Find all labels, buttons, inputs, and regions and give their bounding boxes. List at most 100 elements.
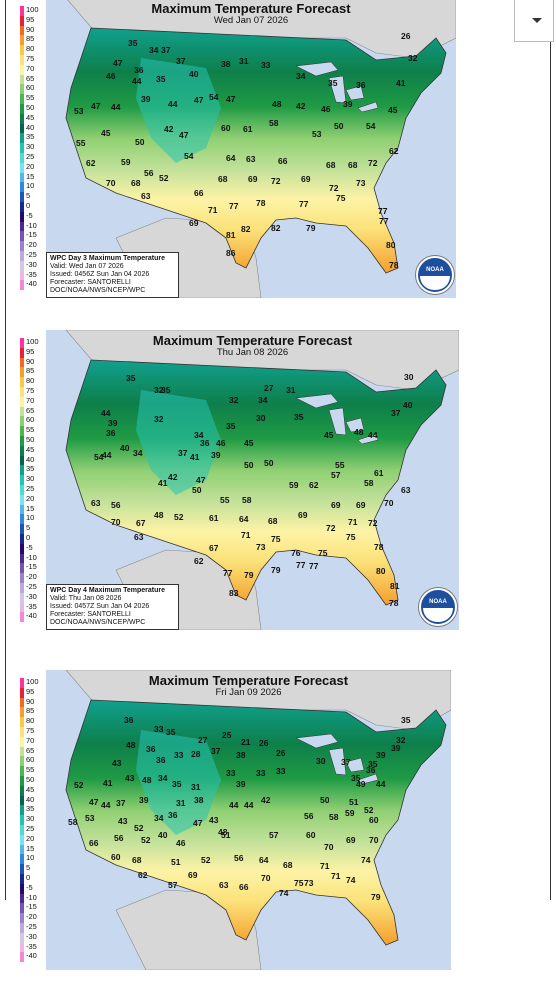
caret-down-icon xyxy=(532,18,542,23)
temperature-value: 78 xyxy=(256,198,266,208)
legend-swatch xyxy=(20,834,24,845)
legend-entry: -25 xyxy=(18,250,52,261)
legend-swatch xyxy=(20,756,24,767)
temperature-value: 39 xyxy=(141,94,151,104)
temperature-value: 52 xyxy=(364,805,374,815)
legend-swatch xyxy=(20,563,24,574)
legend-label: -35 xyxy=(26,941,37,951)
menu-dropdown[interactable] xyxy=(514,0,554,42)
temperature-value: 75 xyxy=(346,532,356,542)
temperature-value: 73 xyxy=(304,878,314,888)
temperature-value: 48 xyxy=(142,775,152,785)
temperature-value: 43 xyxy=(209,815,219,825)
temperature-value: 81 xyxy=(226,230,236,240)
temperature-value: 47 xyxy=(113,58,123,68)
legend-entry: 65 xyxy=(18,74,52,85)
legend-entry: 85 xyxy=(18,366,52,378)
temperature-value: 40 xyxy=(120,443,130,453)
legend-entry: 95 xyxy=(18,14,52,26)
temperature-value: 70 xyxy=(369,835,379,845)
legend-entry: 5 xyxy=(18,191,52,202)
legend-swatch xyxy=(20,805,24,816)
legend-label: 30 xyxy=(26,474,35,484)
legend-label: 50 xyxy=(26,102,35,112)
forecast-panel: 100 95 90 85 80 75 70 65 60 55 50 45 40 35 30 25 20 15 10 5… xyxy=(8,330,463,650)
legend-label: -20 xyxy=(26,240,37,250)
legend-entry: 95 xyxy=(18,687,52,698)
temperature-value: 35 xyxy=(172,779,182,789)
legend-swatch xyxy=(20,514,24,525)
temperature-value: 30 xyxy=(316,756,326,766)
temperature-value: 63 xyxy=(246,154,256,164)
temperature-value: 50 xyxy=(192,485,202,495)
legend-label: -40 xyxy=(26,279,37,289)
legend-swatch xyxy=(20,465,24,476)
legend-label: 0 xyxy=(26,872,31,882)
legend-entry: 75 xyxy=(18,386,52,397)
temperature-value: 36 xyxy=(124,715,134,725)
legend-entry: 55 xyxy=(18,765,52,776)
legend-swatch xyxy=(20,602,24,613)
temperature-value: 62 xyxy=(309,480,319,490)
temperature-value: 63 xyxy=(219,880,229,890)
legend-label: 90 xyxy=(26,696,35,706)
legend-swatch xyxy=(20,854,24,865)
temperature-value: 43 xyxy=(118,816,128,826)
temperature-value: 34 xyxy=(194,430,204,440)
legend-entry: -10 xyxy=(18,221,52,232)
legend-entry: -40 xyxy=(18,279,52,291)
temperature-value: 46 xyxy=(216,438,226,448)
legend-label: 95 xyxy=(26,14,35,24)
legend-swatch xyxy=(20,221,24,232)
temperature-value: 35 xyxy=(226,421,236,431)
legend-swatch xyxy=(20,864,24,874)
temperature-value: 46 xyxy=(176,838,186,848)
legend-label: 85 xyxy=(26,366,35,376)
temperature-value: 44 xyxy=(102,450,112,460)
temperature-value: 82 xyxy=(271,223,281,233)
temperature-value: 70 xyxy=(111,517,121,527)
temperature-value: 35 xyxy=(401,715,411,725)
temperature-value: 34 xyxy=(158,773,168,783)
legend-label: 50 xyxy=(26,434,35,444)
legend-swatch xyxy=(20,883,24,894)
temperature-value: 33 xyxy=(226,768,236,778)
legend-label: 95 xyxy=(26,346,35,356)
legend-label: 55 xyxy=(26,765,35,775)
temperature-value: 67 xyxy=(136,518,146,528)
temperature-value: 57 xyxy=(269,830,279,840)
temperature-value: 62 xyxy=(86,158,96,168)
legend-swatch xyxy=(20,231,24,242)
temperature-value: 48 xyxy=(126,740,136,750)
legend-entry: 75 xyxy=(18,726,52,737)
temperature-value: 30 xyxy=(404,372,414,382)
legend-label: 50 xyxy=(26,774,35,784)
temperature-value: 36 xyxy=(366,765,376,775)
legend-label: 20 xyxy=(26,493,35,503)
legend-entry: 5 xyxy=(18,863,52,874)
temperature-value: 35 xyxy=(328,78,338,88)
temperature-value: 33 xyxy=(154,724,164,734)
legend-entry: 40 xyxy=(18,455,52,466)
temperature-value: 63 xyxy=(141,191,151,201)
temperature-value: 56 xyxy=(111,500,121,510)
legend-entry: 70 xyxy=(18,736,52,747)
temperature-value: 35 xyxy=(294,412,304,422)
temperature-value: 40 xyxy=(403,400,413,410)
temperature-value: 72 xyxy=(368,518,378,528)
temperature-value: 46 xyxy=(106,71,116,81)
temperature-value: 59 xyxy=(121,157,131,167)
legend-swatch xyxy=(20,54,24,65)
legend-entry: 15 xyxy=(18,172,52,183)
legend-swatch xyxy=(20,543,24,554)
mountain-cool-region xyxy=(136,730,221,835)
legend-swatch xyxy=(20,182,24,193)
temperature-value: 73 xyxy=(256,542,266,552)
legend-entry: 45 xyxy=(18,785,52,796)
legend-label: 80 xyxy=(26,376,35,386)
temperature-value: 42 xyxy=(261,795,271,805)
great-lakes xyxy=(295,733,379,785)
temperature-value: 51 xyxy=(171,857,181,867)
temperature-value: 60 xyxy=(221,123,231,133)
